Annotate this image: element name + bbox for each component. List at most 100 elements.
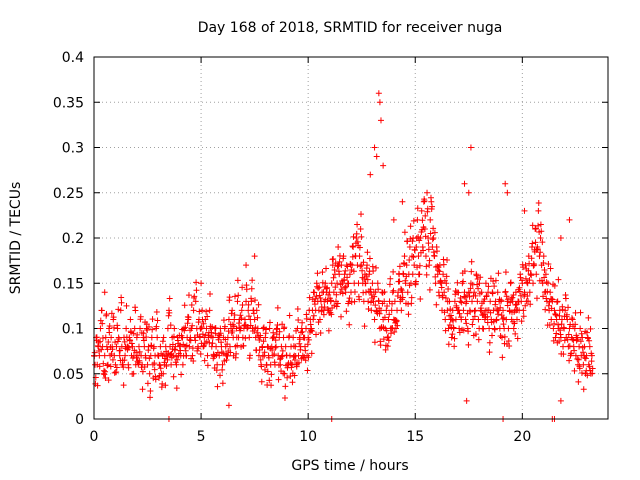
- data-point: [219, 380, 226, 387]
- data-point: [565, 304, 572, 311]
- data-point: [185, 314, 192, 321]
- data-point: [476, 280, 483, 287]
- data-point: [361, 275, 368, 282]
- data-point: [556, 338, 563, 345]
- data-point: [513, 316, 520, 323]
- data-point: [325, 291, 332, 298]
- plot-frame: [93, 56, 609, 420]
- data-point: [447, 312, 454, 319]
- data-point: [222, 323, 229, 330]
- data-point: [572, 321, 579, 328]
- data-point: [343, 283, 350, 290]
- data-point: [130, 370, 137, 377]
- data-point: [346, 271, 353, 278]
- data-point: [320, 307, 327, 314]
- data-point: [144, 361, 151, 368]
- data-point: [316, 284, 323, 291]
- data-point: [290, 334, 297, 341]
- data-point: [475, 316, 482, 323]
- data-point: [345, 280, 352, 287]
- data-point: [543, 279, 550, 286]
- data-point: [143, 334, 150, 341]
- data-point: [93, 334, 100, 341]
- data-point: [587, 325, 594, 332]
- data-point: [332, 284, 339, 291]
- data-point: [349, 243, 356, 250]
- data-point: [444, 307, 451, 314]
- data-point: [392, 325, 399, 332]
- data-point: [566, 325, 573, 332]
- data-point: [518, 318, 525, 325]
- data-point: [136, 348, 143, 355]
- data-point: [151, 360, 158, 367]
- data-point: [397, 285, 404, 292]
- data-point: [123, 302, 130, 309]
- data-point: [151, 366, 158, 373]
- data-point: [385, 316, 392, 323]
- data-point: [381, 289, 388, 296]
- data-point: [576, 343, 583, 350]
- data-point: [416, 271, 423, 278]
- data-point: [333, 303, 340, 310]
- data-point: [307, 321, 314, 328]
- data-point: [465, 341, 472, 348]
- data-point: [560, 343, 567, 350]
- data-point: [154, 317, 161, 324]
- data-point: [343, 262, 350, 269]
- data-point: [224, 353, 231, 360]
- data-point: [278, 353, 285, 360]
- data-point: [390, 268, 397, 275]
- data-point: [163, 363, 170, 370]
- data-point: [547, 289, 554, 296]
- data-point: [309, 327, 316, 334]
- data-point: [525, 267, 532, 274]
- data-point: [518, 298, 525, 305]
- data-point: [121, 357, 128, 364]
- data-point: [304, 367, 311, 374]
- data-point: [319, 269, 326, 276]
- data-point: [299, 319, 306, 326]
- data-point: [531, 262, 538, 269]
- data-point: [125, 364, 132, 371]
- data-point: [533, 246, 540, 253]
- data-point: [349, 262, 356, 269]
- data-point: [477, 274, 484, 281]
- grid-lines: [94, 57, 608, 419]
- data-point: [269, 346, 276, 353]
- data-point: [177, 342, 184, 349]
- data-point: [132, 307, 139, 314]
- data-point: [195, 345, 202, 352]
- data-point: [474, 298, 481, 305]
- data-point: [551, 320, 558, 327]
- data-point: [331, 302, 338, 309]
- data-point: [377, 342, 384, 349]
- data-point: [569, 336, 576, 343]
- data-point: [145, 323, 152, 330]
- data-point: [199, 307, 206, 314]
- data-point: [245, 301, 252, 308]
- data-point: [139, 386, 146, 393]
- data-point: [193, 287, 200, 294]
- data-point: [534, 246, 541, 253]
- data-point: [216, 352, 223, 359]
- data-point: [164, 356, 171, 363]
- data-point: [376, 310, 383, 317]
- data-point: [542, 306, 549, 313]
- data-point: [101, 371, 108, 378]
- data-point: [552, 312, 559, 319]
- data-point: [456, 325, 463, 332]
- data-point: [338, 313, 345, 320]
- data-point: [198, 280, 205, 287]
- data-point: [173, 385, 180, 392]
- data-point: [460, 327, 467, 334]
- data-point: [522, 262, 529, 269]
- data-point: [164, 325, 171, 332]
- data-point: [197, 351, 204, 358]
- data-point: [238, 307, 245, 314]
- data-point: [414, 216, 421, 223]
- data-point: [519, 280, 526, 287]
- data-point: [272, 337, 279, 344]
- data-point: [212, 330, 219, 337]
- data-point: [296, 340, 303, 347]
- data-point: [555, 321, 562, 328]
